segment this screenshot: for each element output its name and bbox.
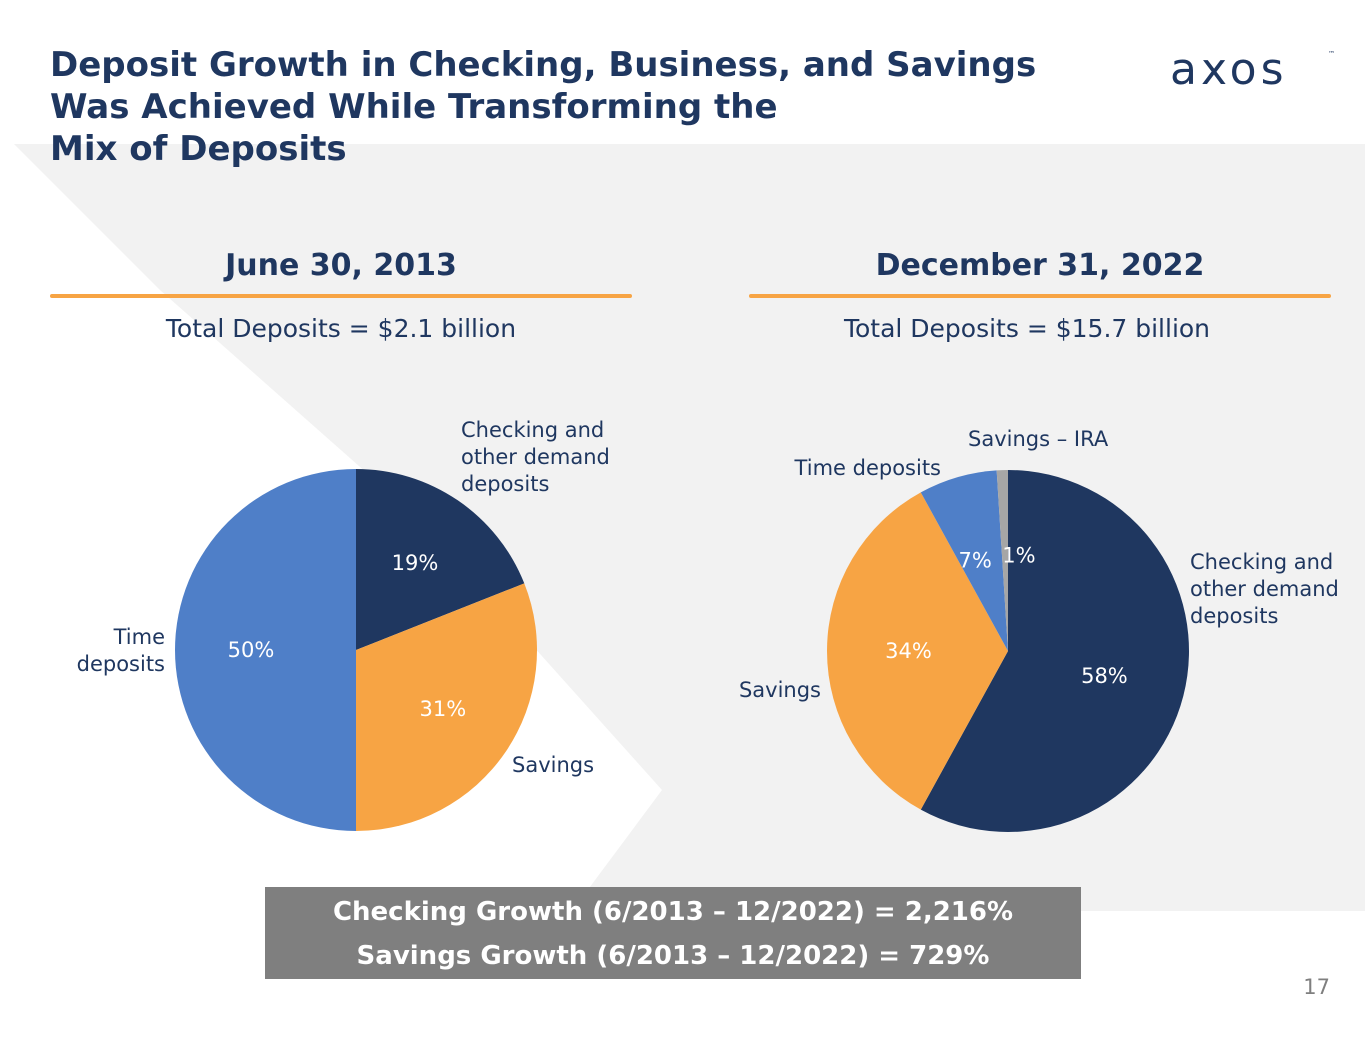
pie-category-label-1-2: Time deposits (794, 456, 941, 480)
pie-slice-0-2 (175, 469, 356, 831)
pie-category-label-0-2: Time deposits (77, 625, 165, 676)
pie-category-label-1-3: Savings – IRA (968, 427, 1109, 451)
pie-slice-1-2 (920, 470, 1008, 651)
total-deposits-2013: Total Deposits = $2.1 billion (165, 314, 517, 343)
panel-heading-2022: December 31, 2022 (875, 248, 1205, 283)
logo-text: axos (1170, 44, 1288, 94)
total-deposits-2022: Total Deposits = $15.7 billion (843, 314, 1211, 343)
pie-category-label-1-0: Checking and other demand deposits (1190, 550, 1339, 628)
heading-divider-2022 (749, 294, 1331, 298)
savings-growth-text: Savings Growth (6/2013 – 12/2022) = 729% (356, 941, 990, 971)
pie-slice-0-1 (356, 583, 537, 831)
pie-value-label-1-3: 1% (1002, 543, 1035, 567)
pie-value-label-1-2: 7% (959, 548, 992, 572)
page-number: 17 (1303, 975, 1330, 999)
pie-category-label-0-0: Checking and other demand deposits (461, 418, 610, 496)
pie-value-label-0-2: 50% (228, 638, 275, 662)
pie-slice-1-0 (920, 470, 1189, 832)
growth-summary-box: Checking Growth (6/2013 – 12/2022) = 2,2… (265, 887, 1081, 979)
heading-divider-2013 (50, 294, 632, 298)
panel-heading-2013: June 30, 2013 (225, 248, 457, 283)
pie-slice-1-1 (827, 492, 1008, 810)
slide-title: Deposit Growth in Checking, Business, an… (50, 45, 1037, 169)
pie-category-label-0-1: Savings (512, 753, 594, 777)
logo-tm: ™ (1328, 50, 1335, 58)
pie-slice-1-3 (996, 470, 1008, 651)
pie-value-label-1-0: 58% (1081, 664, 1128, 688)
pie-category-label-1-1: Savings (739, 678, 821, 702)
pie-slice-0-0 (356, 469, 525, 650)
pie-value-label-1-1: 34% (885, 639, 932, 663)
pie-value-label-0-0: 19% (392, 551, 439, 575)
axos-logo: axos ™ (1170, 44, 1335, 94)
pie-value-label-0-1: 31% (419, 697, 466, 721)
checking-growth-text: Checking Growth (6/2013 – 12/2022) = 2,2… (332, 897, 1014, 927)
